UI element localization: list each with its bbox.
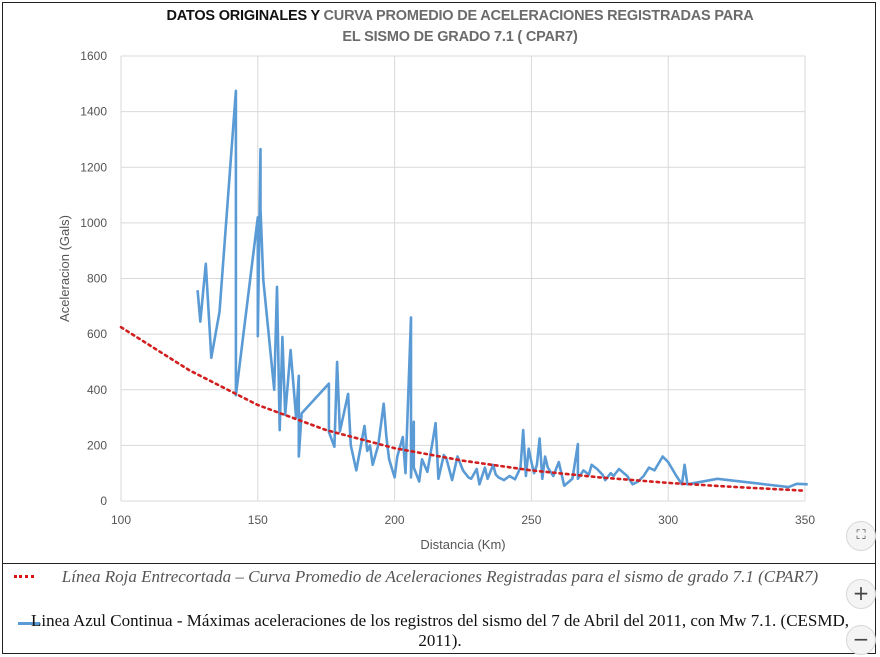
- y-tick-label: 600: [87, 327, 107, 341]
- x-tick-label: 100: [111, 513, 131, 527]
- x-tick-labels: 100 150 200 250 300 350: [111, 513, 815, 527]
- chart-series: [119, 89, 808, 493]
- y-axis-label: Aceleracion (Gals): [57, 215, 72, 322]
- caption-separator: [2, 563, 876, 564]
- x-tick-label: 200: [385, 513, 405, 527]
- y-tick-label: 200: [87, 438, 107, 452]
- series-blue-max-accelerations: [196, 89, 808, 489]
- caption-red-line: Línea Roja Entrecortada – Curva Promedio…: [61, 567, 819, 586]
- legend-blue-solid-line: [18, 622, 40, 625]
- y-tick-labels: 0 200 400 600 800 1000 1200 1400 1600: [80, 49, 107, 508]
- series-red-average-curve: [119, 325, 807, 493]
- minus-icon: −: [852, 627, 870, 651]
- y-tick-label: 1400: [80, 105, 107, 119]
- legend-red-dotted-line: [14, 575, 34, 578]
- chart-title-line1: DATOS ORIGINALES Y CURVA PROMEDIO DE ACE…: [60, 8, 860, 24]
- y-tick-label: 1200: [80, 160, 107, 174]
- fullscreen-icon: ⛶: [856, 528, 866, 543]
- chart-title-line2: EL SISMO DE GRADO 7.1 ( CPAR7): [342, 29, 578, 45]
- fullscreen-button[interactable]: ⛶: [846, 521, 876, 551]
- zoom-in-button[interactable]: +: [846, 579, 876, 609]
- y-tick-label: 800: [87, 272, 107, 286]
- chart-grid: [120, 55, 806, 502]
- x-axis-label: Distancia (Km): [420, 537, 505, 552]
- y-tick-label: 0: [100, 494, 107, 508]
- zoom-out-button[interactable]: −: [846, 625, 876, 655]
- y-tick-label: 1600: [80, 49, 107, 63]
- acceleration-chart: 0 200 400 600 800 1000 1200 1400 1600 100 150 200 2…: [57, 49, 815, 552]
- x-tick-label: 150: [248, 513, 268, 527]
- y-tick-label: 1000: [80, 216, 107, 230]
- plus-icon: +: [852, 581, 870, 605]
- caption-blue-line: Linea Azul Continua - Máximas aceleracio…: [30, 611, 850, 650]
- chart-title-gray: CURVA PROMEDIO DE ACELERACIONES REGISTRA…: [323, 8, 754, 24]
- x-tick-label: 250: [521, 513, 541, 527]
- chart-title-bold: DATOS ORIGINALES Y: [166, 8, 324, 24]
- y-tick-label: 400: [87, 383, 107, 397]
- x-tick-label: 300: [658, 513, 678, 527]
- x-tick-label: 350: [795, 513, 815, 527]
